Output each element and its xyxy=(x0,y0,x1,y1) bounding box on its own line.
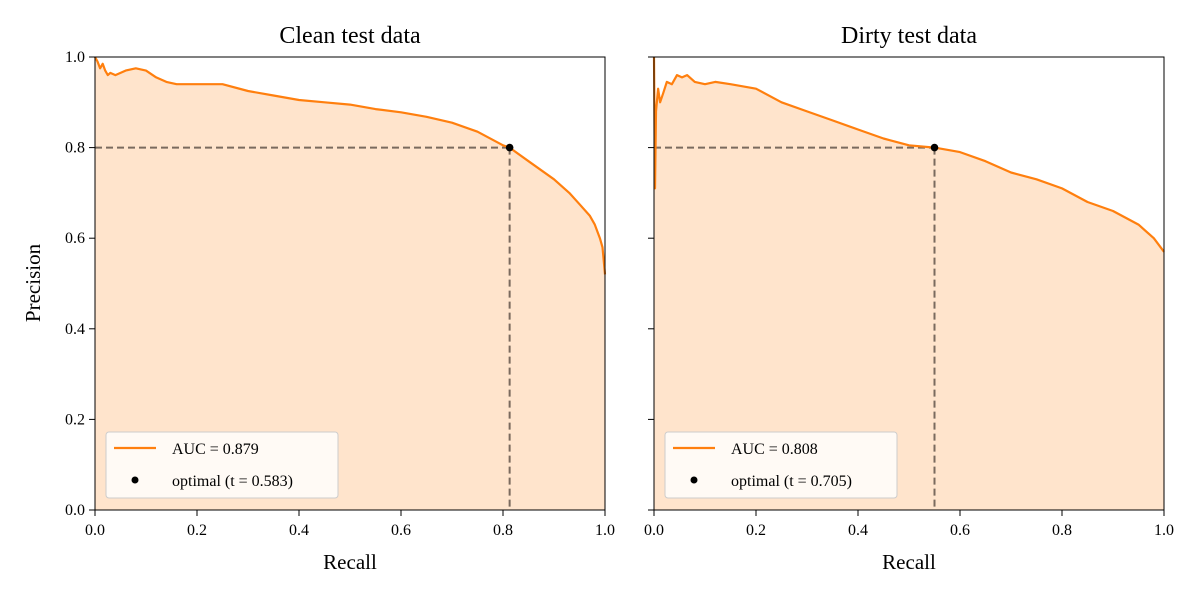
x-tick-label: 0.8 xyxy=(493,522,513,539)
x-tick-label: 0.0 xyxy=(85,522,105,539)
y-tick-label: 0.8 xyxy=(65,140,85,157)
x-tick-label: 0.6 xyxy=(391,522,411,539)
precision-recall-curve xyxy=(652,56,1165,253)
x-tick-label: 0.6 xyxy=(950,522,970,539)
x-tick-label: 0.8 xyxy=(1052,522,1072,539)
legend-optimal-label: optimal (t = 0.583) xyxy=(172,473,293,490)
legend-point-swatch xyxy=(690,476,698,484)
legend-optimal-label: optimal (t = 0.705) xyxy=(731,473,852,490)
area-under-curve xyxy=(95,57,605,510)
x-tick-label: 0.4 xyxy=(848,522,868,539)
legend-frame xyxy=(105,431,339,499)
x-tick-label: 0.2 xyxy=(746,522,766,539)
x-axis-label: Recall xyxy=(323,550,377,574)
precision-recall-curve xyxy=(94,56,607,275)
y-tick-label: 0.4 xyxy=(65,321,85,338)
x-tick-label: 1.0 xyxy=(595,522,615,539)
plot-area: 0.00.0 0.2 0.2 0.4 0.4 0.6 0.6 0.8 0.8 1.0 1.0 xyxy=(65,49,615,539)
panel-title: Dirty test data xyxy=(841,23,977,49)
y-tick-label: 0.2 xyxy=(65,411,85,428)
y-tick-label: 0.0 xyxy=(65,502,85,519)
y-axis-label: Precision xyxy=(21,243,45,322)
y-tick-label: 1.0 xyxy=(65,49,85,66)
dirty-test-data-panel: Dirty test data Recall 0.0 0.2 0.4 0.6 0.8 1.… xyxy=(644,23,1174,574)
legend: AUC = 0.879 optimal (t = 0.583) xyxy=(105,431,339,499)
y-tick-label: 0.6 xyxy=(65,230,85,247)
panel-title: Clean test data xyxy=(279,23,421,49)
optimal-point xyxy=(930,143,939,152)
area-under-curve xyxy=(654,57,1164,510)
x-tick-label: 0.2 xyxy=(187,522,207,539)
legend-series-label: AUC = 0.808 xyxy=(731,441,818,458)
x-tick-label: 0.4 xyxy=(289,522,309,539)
clean-test-data-panel: Clean test data Recall Precision 0.00.00… xyxy=(21,23,615,574)
plot-area: 0.0 0.2 0.4 0.6 0.8 1.0 xyxy=(644,56,1174,539)
x-axis-label: Recall xyxy=(882,550,936,574)
optimal-point xyxy=(505,143,514,152)
x-tick-label: 0.0 xyxy=(644,522,664,539)
legend-series-label: AUC = 0.879 xyxy=(172,441,259,458)
legend-point-swatch xyxy=(131,476,139,484)
legend-frame xyxy=(664,431,898,499)
x-tick-label: 1.0 xyxy=(1154,522,1174,539)
plot-frame xyxy=(653,56,1165,511)
plot-frame xyxy=(94,56,606,511)
legend: AUC = 0.808 optimal (t = 0.705) xyxy=(664,431,898,499)
